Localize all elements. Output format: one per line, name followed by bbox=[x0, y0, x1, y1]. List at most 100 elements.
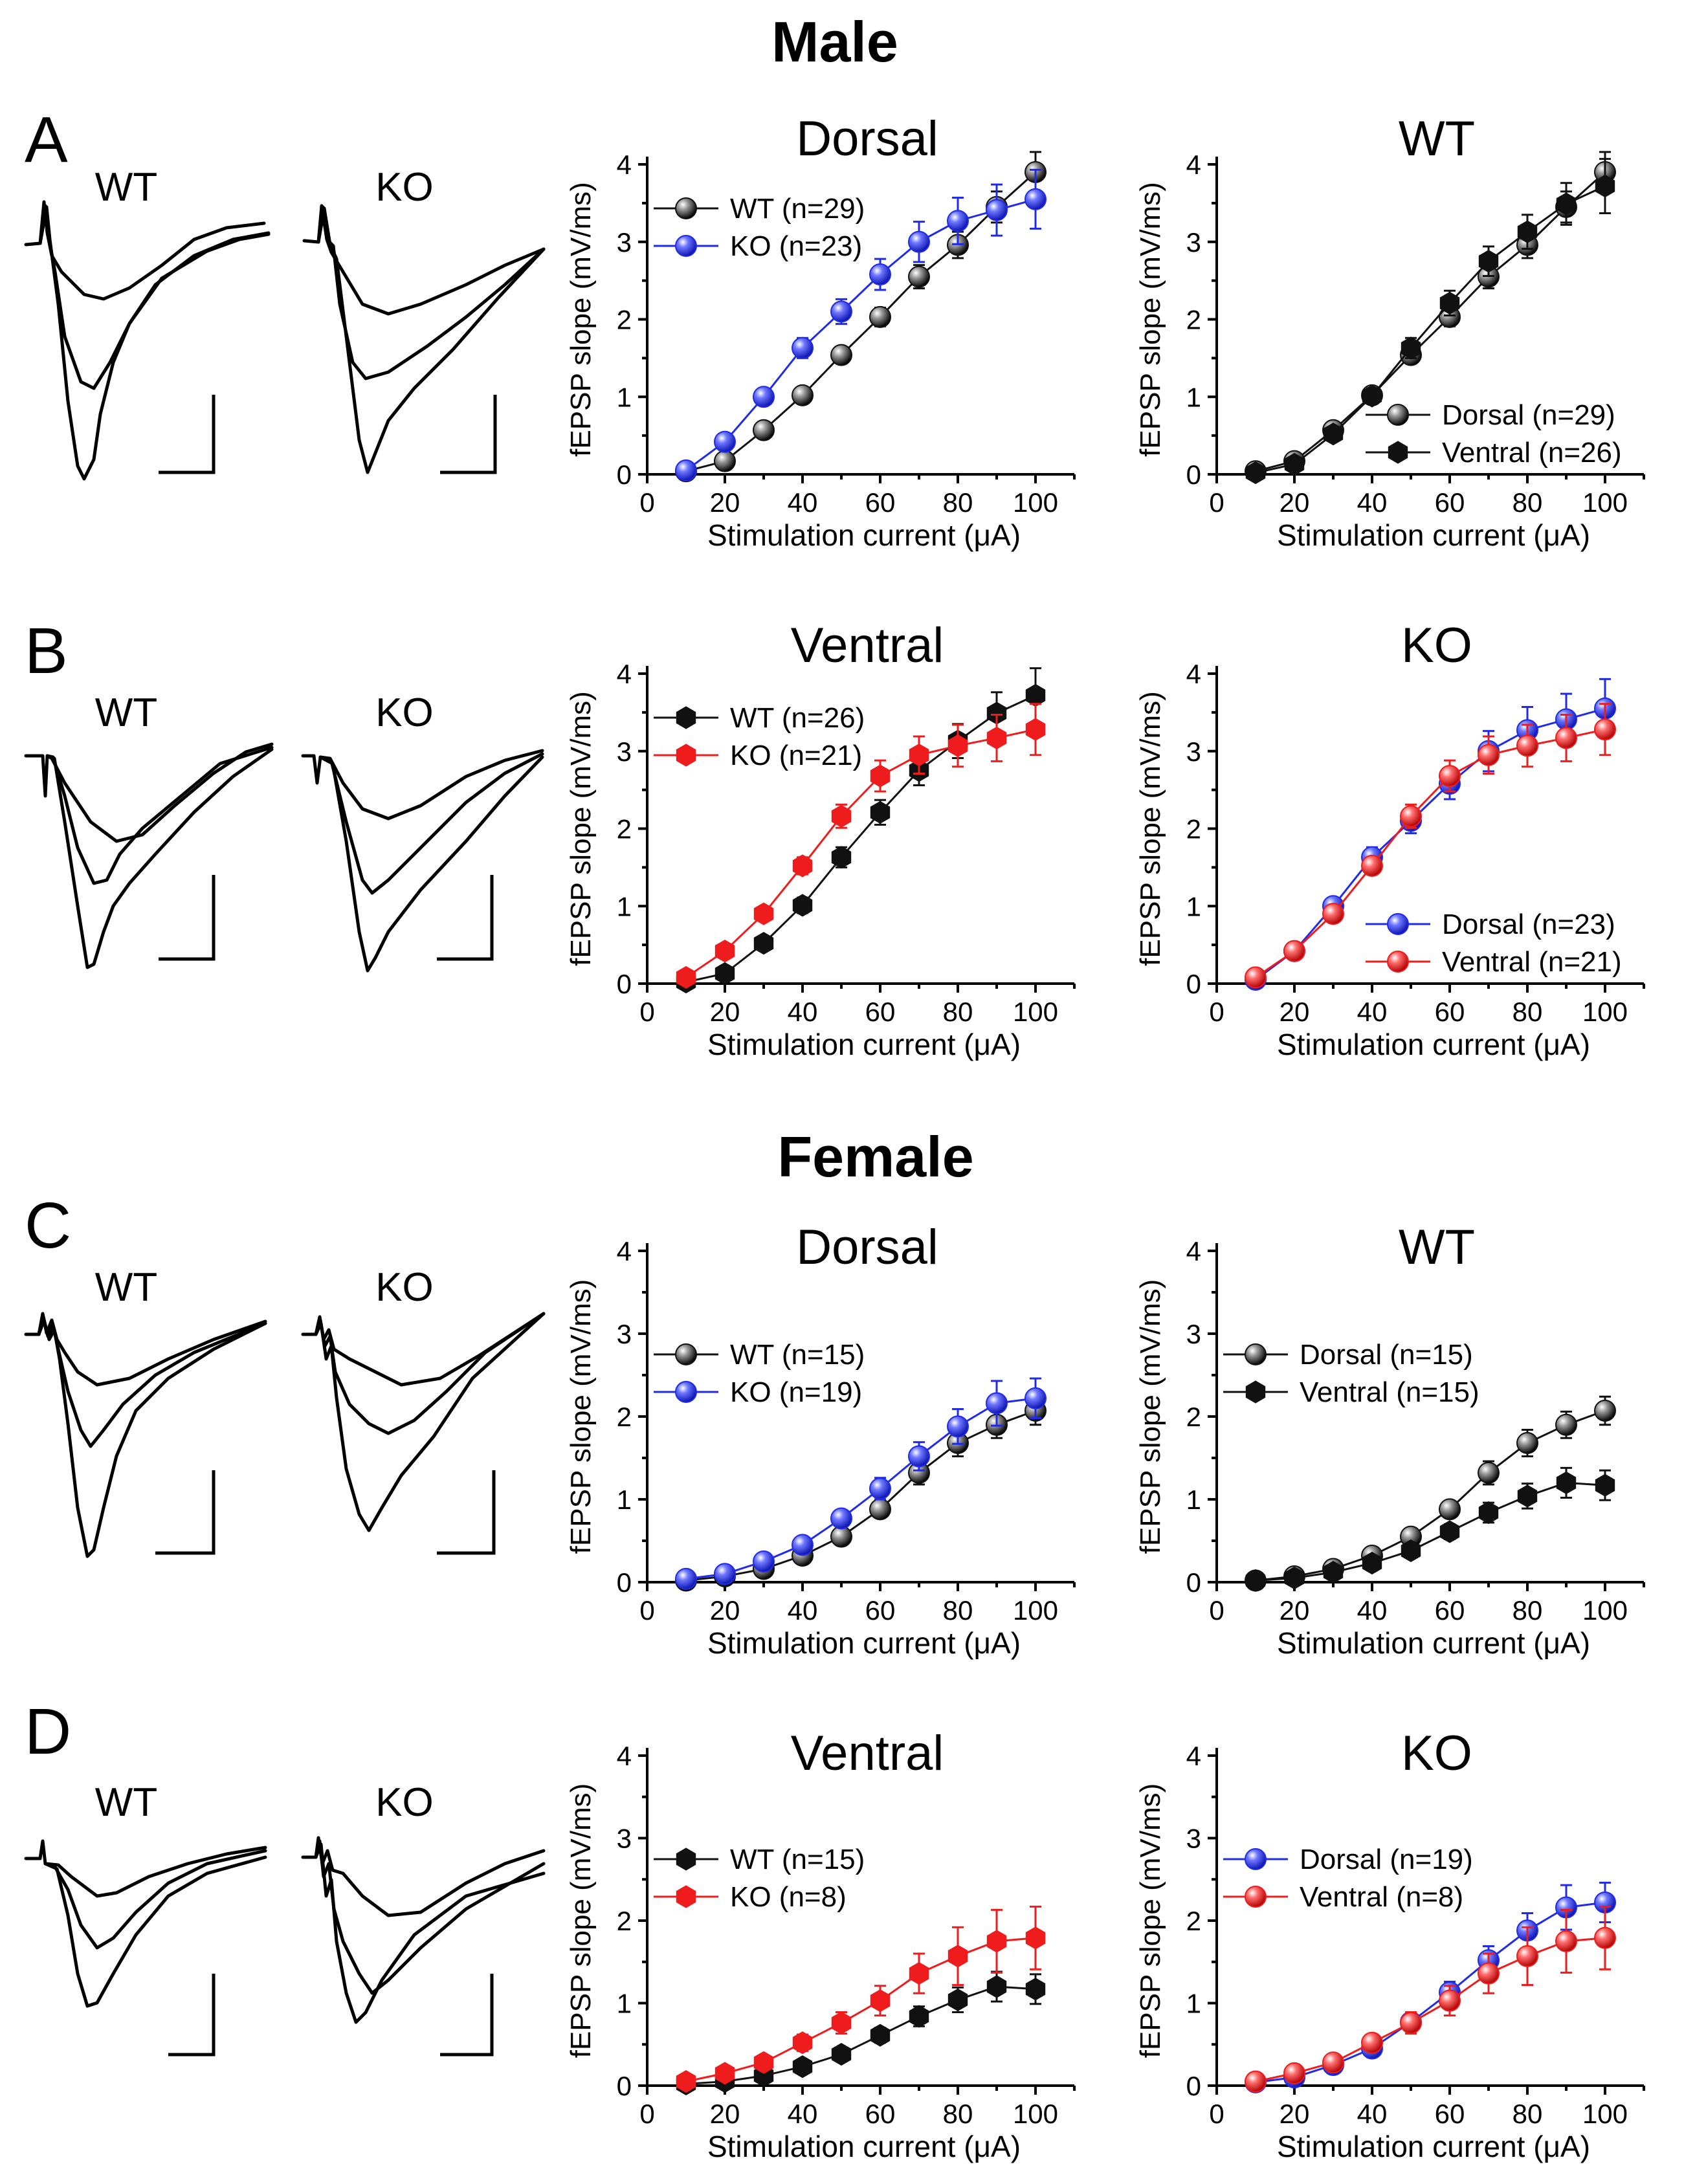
data-point bbox=[909, 744, 929, 767]
data-point bbox=[792, 1534, 814, 1556]
x-tick-label: 60 bbox=[1435, 1595, 1465, 1626]
trace-group-b-ko bbox=[301, 749, 544, 973]
x-axis-label: Stimulation current (μA) bbox=[707, 1626, 1021, 1660]
panel-letter-b: B bbox=[25, 615, 68, 687]
legend-marker bbox=[1245, 1848, 1267, 1870]
data-point bbox=[947, 210, 969, 232]
x-tick-label: 80 bbox=[1512, 487, 1543, 518]
data-point bbox=[908, 1445, 930, 1468]
y-tick-label: 2 bbox=[617, 1402, 632, 1432]
series-1 bbox=[676, 703, 1046, 989]
y-axis-label: fEPSP slope (mV/ms) bbox=[565, 1279, 597, 1554]
x-tick-label: 60 bbox=[1435, 997, 1465, 1027]
data-point bbox=[1478, 1501, 1499, 1525]
series-1 bbox=[1245, 1905, 1616, 2093]
trace-c-ko-medium bbox=[314, 1312, 546, 1435]
trace-c-ko-large bbox=[314, 1312, 546, 1532]
chart-title: KO bbox=[1401, 618, 1472, 673]
trace-a-ko-large bbox=[316, 206, 546, 474]
y-axis-label: fEPSP slope (mV/ms) bbox=[1135, 182, 1166, 457]
data-point bbox=[1439, 291, 1460, 314]
x-tick-label: 0 bbox=[639, 487, 654, 518]
y-tick-label: 3 bbox=[617, 736, 632, 767]
data-point bbox=[792, 336, 814, 359]
data-point bbox=[715, 2062, 735, 2085]
y-tick-label: 4 bbox=[617, 1236, 632, 1266]
y-tick-label: 1 bbox=[617, 1484, 632, 1515]
y-tick-label: 1 bbox=[617, 891, 632, 921]
data-point bbox=[1555, 1413, 1577, 1436]
data-point bbox=[986, 1930, 1007, 1953]
y-tick-label: 2 bbox=[1186, 814, 1201, 844]
series-line bbox=[1255, 171, 1606, 472]
data-point bbox=[831, 804, 852, 828]
series-line bbox=[685, 171, 1037, 472]
x-tick-label: 20 bbox=[710, 1595, 740, 1626]
legend-marker bbox=[676, 706, 696, 729]
data-point bbox=[831, 2043, 852, 2066]
y-tick-label: 2 bbox=[617, 1906, 632, 1936]
trace-titles: WT KO WT KO WT KO WT KO bbox=[95, 165, 434, 1825]
x-tick-label: 40 bbox=[1357, 1595, 1388, 1626]
legend-label: KO (n=21) bbox=[730, 740, 862, 771]
x-tick-label: 80 bbox=[1512, 2099, 1543, 2129]
data-point bbox=[986, 1392, 1008, 1415]
trace-a-wt-small bbox=[24, 200, 266, 301]
scale-bar-d-wt bbox=[168, 1974, 216, 2057]
trace-d-ko-large bbox=[314, 1842, 546, 2024]
data-point bbox=[714, 430, 736, 453]
x-tick-label: 80 bbox=[943, 1595, 973, 1626]
y-tick-label: 2 bbox=[1186, 1402, 1201, 1432]
x-tick-label: 100 bbox=[1013, 487, 1058, 518]
trace-label-ko-a: KO bbox=[375, 165, 434, 210]
x-tick-label: 100 bbox=[1013, 997, 1058, 1027]
data-point bbox=[675, 459, 697, 482]
legend-marker bbox=[675, 1381, 697, 1403]
legend-marker bbox=[1245, 1380, 1266, 1404]
y-tick-label: 4 bbox=[1186, 149, 1201, 180]
fepsp-traces bbox=[24, 200, 546, 2024]
data-point bbox=[1361, 2031, 1383, 2054]
y-tick-label: 0 bbox=[617, 1567, 632, 1598]
y-tick-label: 1 bbox=[617, 382, 632, 412]
trace-group-c-ko bbox=[301, 1312, 546, 1532]
series-1 bbox=[675, 1377, 1047, 1590]
y-tick-label: 4 bbox=[1186, 1236, 1201, 1266]
y-tick-label: 0 bbox=[1186, 2071, 1201, 2101]
y-tick-label: 2 bbox=[617, 814, 632, 844]
male-header: Male bbox=[771, 10, 898, 74]
legend-marker bbox=[675, 1343, 697, 1365]
chart-title: Ventral bbox=[791, 618, 944, 673]
data-point bbox=[947, 734, 968, 757]
y-tick-label: 4 bbox=[617, 1741, 632, 1771]
x-tick-label: 40 bbox=[1357, 997, 1388, 1027]
y-tick-label: 2 bbox=[1186, 1906, 1201, 1936]
x-tick-label: 40 bbox=[788, 2099, 818, 2129]
data-point bbox=[714, 450, 736, 472]
x-tick-label: 80 bbox=[943, 997, 973, 1027]
data-point bbox=[1401, 336, 1421, 360]
data-point bbox=[1362, 1552, 1382, 1575]
data-point bbox=[1025, 1387, 1047, 1409]
series-line bbox=[685, 728, 1036, 978]
panel-letter-a: A bbox=[25, 104, 68, 176]
y-axis-label: fEPSP slope (mV/ms) bbox=[1135, 1279, 1166, 1554]
data-point bbox=[1594, 718, 1616, 741]
series-1 bbox=[676, 1905, 1046, 2093]
trace-b-wt-small bbox=[24, 742, 274, 843]
legend: Dorsal (n=23) Ventral (n=21) bbox=[1366, 909, 1622, 978]
y-tick-label: 1 bbox=[1186, 891, 1201, 921]
series-1 bbox=[1245, 703, 1616, 989]
data-point bbox=[986, 726, 1007, 749]
trace-group-d-ko bbox=[301, 1836, 546, 2024]
x-tick-label: 100 bbox=[1582, 2099, 1628, 2129]
chart-title: KO bbox=[1401, 1726, 1472, 1781]
axes bbox=[1215, 666, 1644, 985]
x-tick-label: 100 bbox=[1013, 2099, 1058, 2129]
data-point bbox=[1517, 220, 1538, 243]
axes bbox=[646, 666, 1074, 985]
trace-label-wt-c: WT bbox=[95, 1265, 157, 1310]
scale-bar-d-ko bbox=[440, 1974, 494, 2057]
data-point bbox=[753, 419, 775, 441]
x-axis-label: Stimulation current (μA) bbox=[707, 2130, 1021, 2163]
